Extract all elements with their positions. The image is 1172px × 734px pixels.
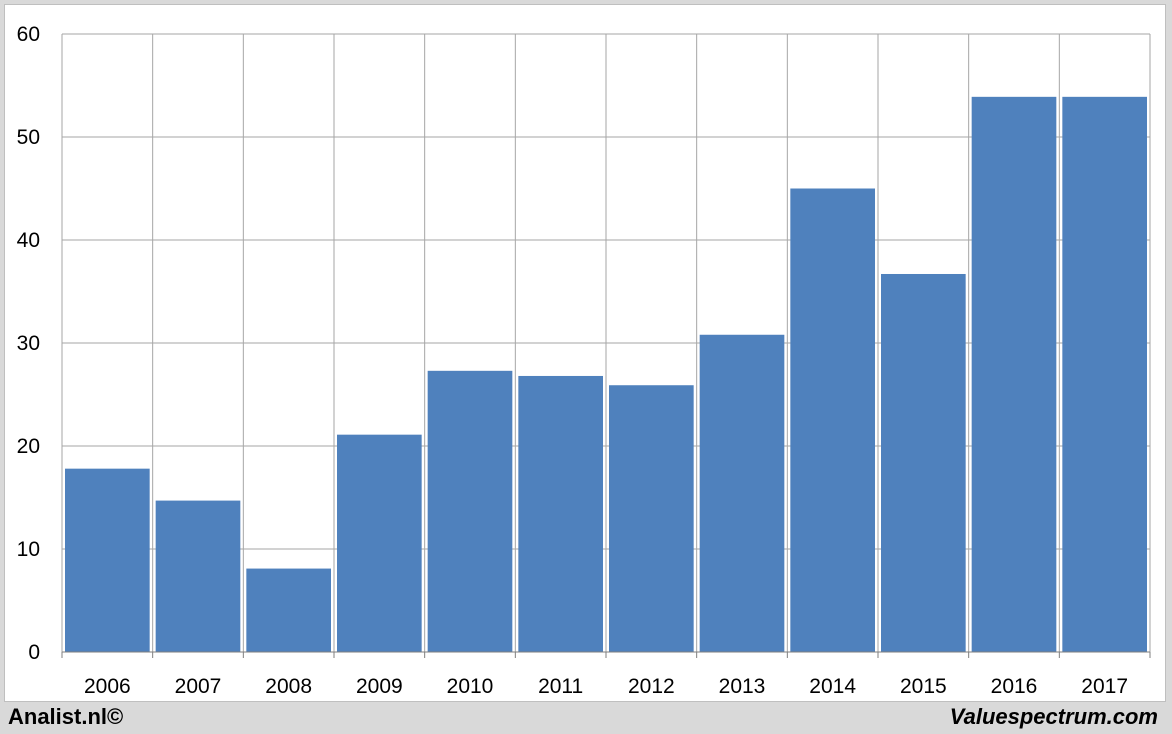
x-tick-label: 2017 [1081,675,1128,698]
bar-2012 [609,385,694,652]
y-tick-label: 50 [17,126,40,149]
y-tick-label: 60 [17,23,40,46]
x-tick-label: 2010 [447,675,494,698]
x-tick-label: 2014 [809,675,856,698]
x-tick-label: 2013 [719,675,766,698]
bar-2016 [971,96,1057,652]
footer-source-left: Analist.nl© [8,704,124,729]
bar-2014 [790,188,875,652]
bar-2013 [699,334,785,652]
y-tick-label: 0 [28,641,40,664]
bar-chart: 0 10 20 30 40 50 60 2006 2007 2008 2009 2010 2011 201… [17,23,1151,698]
bar-2009 [337,434,422,652]
bar-2006 [65,468,150,652]
x-tick-label: 2016 [991,675,1038,698]
bar-2007 [155,500,241,652]
footer-source-right: Valuespectrum.com [949,704,1158,729]
bar-2010 [427,370,513,652]
y-tick-label: 40 [17,229,40,252]
bar-2015 [881,273,966,652]
bar-2011 [518,375,603,652]
y-tick-label: 30 [17,332,40,355]
x-tick-label: 2007 [175,675,222,698]
x-tick-label: 2008 [265,675,312,698]
x-tick-label: 2015 [900,675,947,698]
x-tick-label: 2009 [356,675,403,698]
bar-2008 [246,568,331,652]
y-tick-label: 20 [17,435,40,458]
x-tick-label: 2012 [628,675,675,698]
x-tick-label: 2006 [84,675,131,698]
x-tick-label: 2011 [538,675,583,698]
bar-2017 [1062,96,1147,652]
y-tick-label: 10 [17,538,40,561]
